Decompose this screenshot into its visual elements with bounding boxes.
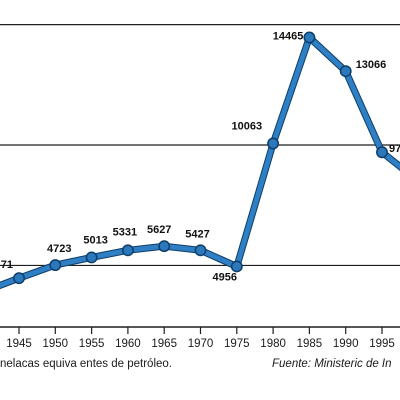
data-point-1975 xyxy=(230,260,243,273)
x-tick-label: 1960 xyxy=(115,338,141,350)
data-point-1970 xyxy=(194,244,207,257)
x-tick-label: 1945 xyxy=(6,338,32,350)
data-label-1980: 10063 xyxy=(232,121,263,133)
data-label-1945: 71 xyxy=(1,259,13,271)
data-label-1985: 14465 xyxy=(273,31,304,43)
data-point-1980 xyxy=(267,137,280,150)
data-label-1975: 4956 xyxy=(213,271,237,283)
x-axis: 1945 1950 1955 1960 1965 1970 1975 1980 1985 1990… xyxy=(0,326,400,350)
data-labels: 71 4723 5013 5331 5627 5427 4956 10063 14465 1306… xyxy=(1,31,400,284)
data-point-1950 xyxy=(49,259,62,272)
data-label-1970: 5427 xyxy=(185,228,209,240)
data-label-1960: 5331 xyxy=(113,226,137,238)
x-tick-label: 1975 xyxy=(224,338,250,350)
data-label-1995: 97 xyxy=(389,143,400,155)
data-label-1965: 5627 xyxy=(147,224,171,236)
data-point-1990 xyxy=(339,65,352,78)
source-note: Fuente: Ministeric de In xyxy=(272,358,392,370)
data-label-1950: 4723 xyxy=(47,243,71,255)
unit-note: nelacas equiva entes de petróleo. xyxy=(0,358,172,370)
x-tick-label: 1955 xyxy=(79,338,105,350)
x-tick-label: 1950 xyxy=(43,338,69,350)
data-point-1960 xyxy=(121,244,134,257)
data-point-1985 xyxy=(303,31,316,44)
data-label-1955: 5013 xyxy=(83,234,107,246)
data-point-1945 xyxy=(13,272,25,285)
data-point-1995 xyxy=(376,146,388,159)
series-production xyxy=(0,31,400,290)
x-tick-label: 1990 xyxy=(333,338,359,350)
x-tick-label: 1995 xyxy=(369,338,395,350)
data-point-1965 xyxy=(158,240,171,253)
data-point-1955 xyxy=(85,251,98,264)
x-tick-label: 1985 xyxy=(297,338,323,350)
x-tick-label: 1980 xyxy=(260,338,286,350)
data-label-1990: 13066 xyxy=(356,59,387,71)
x-tick-label: 1965 xyxy=(151,338,177,350)
x-tick-label: 1970 xyxy=(188,338,214,350)
